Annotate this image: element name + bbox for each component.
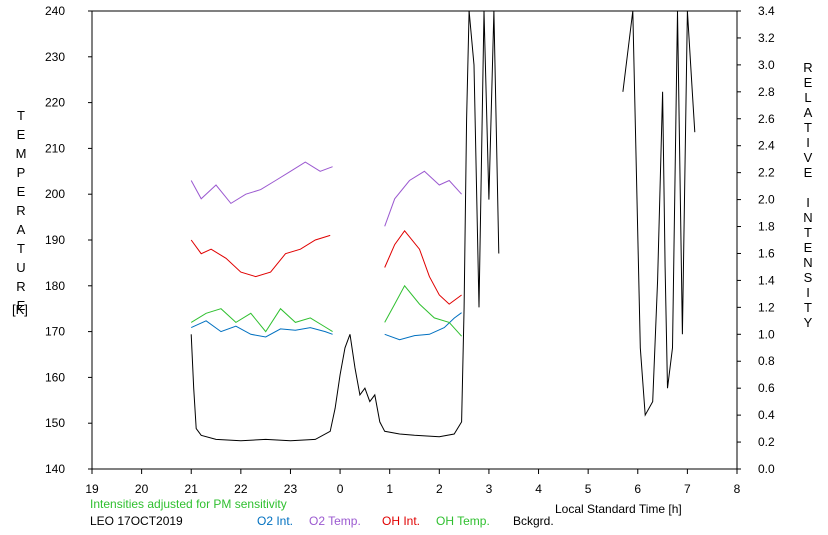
y-right-tick-label: 2.6 (758, 112, 775, 126)
series-o2-int-line (384, 312, 462, 341)
legend-entry: O2 Temp. (309, 514, 361, 528)
x-tick-label: 7 (684, 482, 691, 496)
x-tick-label: 5 (585, 482, 592, 496)
y-left-tick-label: 220 (45, 96, 65, 110)
legend-entry: Bckgrd. (513, 514, 554, 528)
y-left-tick-label: 170 (45, 325, 65, 339)
legend: O2 Int. O2 Temp. OH Int. OH Temp. Bckgrd. (257, 514, 554, 528)
y-right-tick-label: 1.8 (758, 220, 775, 234)
x-axis-title: Local Standard Time [h] (555, 502, 682, 516)
series-bckgrd-line (190, 10, 470, 442)
x-tick-label: 20 (135, 482, 149, 496)
y-right-tick-label: 0.6 (758, 381, 775, 395)
series-oh-int-line (190, 234, 331, 278)
x-tick-label: 19 (85, 482, 99, 496)
y-right-tick-label: 2.8 (758, 85, 775, 99)
series-oh-int-line (384, 229, 462, 305)
axes: 1401501601701801902002102202302400.00.20… (45, 4, 775, 496)
y-left-tick-label: 200 (45, 187, 65, 201)
series-oh-temp-line (384, 284, 462, 337)
y-left-tick-label: 230 (45, 50, 65, 64)
y-left-tick-label: 240 (45, 4, 65, 18)
x-tick-label: 23 (284, 482, 298, 496)
legend-entry: OH Temp. (436, 514, 490, 528)
legend-entry: OH Int. (382, 514, 420, 528)
x-tick-label: 4 (535, 482, 542, 496)
x-tick-label: 6 (634, 482, 641, 496)
y-right-tick-label: 1.4 (758, 273, 775, 287)
y-left-tick-label: 190 (45, 233, 65, 247)
y-right-tick-label: 2.0 (758, 193, 775, 207)
y-left-tick-label: 180 (45, 279, 65, 293)
y-right-tick-label: 0.4 (758, 408, 775, 422)
series-bckgrd-line (622, 10, 696, 417)
x-tick-label: 22 (234, 482, 248, 496)
y-left-tick-label: 210 (45, 141, 65, 155)
legend-entry: O2 Int. (257, 514, 293, 528)
y-right-tick-label: 1.2 (758, 300, 775, 314)
series-o2-temp-line (384, 170, 462, 227)
left-axis-unit: [K] (12, 302, 28, 317)
y-left-tick-label: 140 (45, 462, 65, 476)
y-right-tick-label: 1.6 (758, 246, 775, 260)
y-left-tick-label: 160 (45, 370, 65, 384)
y-right-tick-label: 0.0 (758, 462, 775, 476)
x-tick-label: 2 (436, 482, 443, 496)
series-layer (190, 10, 696, 442)
x-tick-label: 21 (185, 482, 199, 496)
series-o2-int-line (190, 320, 333, 338)
station-date-label: LEO 17OCT2019 (90, 514, 183, 528)
sensitivity-note: Intensities adjusted for PM sensitivity (90, 497, 287, 511)
x-tick-label: 8 (734, 482, 741, 496)
y-right-tick-label: 2.2 (758, 166, 775, 180)
y-right-tick-label: 1.0 (758, 327, 775, 341)
y-right-tick-label: 3.2 (758, 31, 775, 45)
y-right-tick-label: 3.4 (758, 4, 775, 18)
series-oh-temp-line (190, 307, 333, 333)
x-tick-label: 1 (386, 482, 393, 496)
x-tick-label: 0 (337, 482, 344, 496)
y-right-tick-label: 0.2 (758, 435, 775, 449)
y-left-tick-label: 150 (45, 416, 65, 430)
y-right-tick-label: 2.4 (758, 139, 775, 153)
series-o2-temp-line (190, 161, 333, 205)
y-right-tick-label: 3.0 (758, 58, 775, 72)
series-bckgrd-line (468, 10, 500, 308)
x-tick-label: 3 (486, 482, 493, 496)
y-right-tick-label: 0.8 (758, 354, 775, 368)
